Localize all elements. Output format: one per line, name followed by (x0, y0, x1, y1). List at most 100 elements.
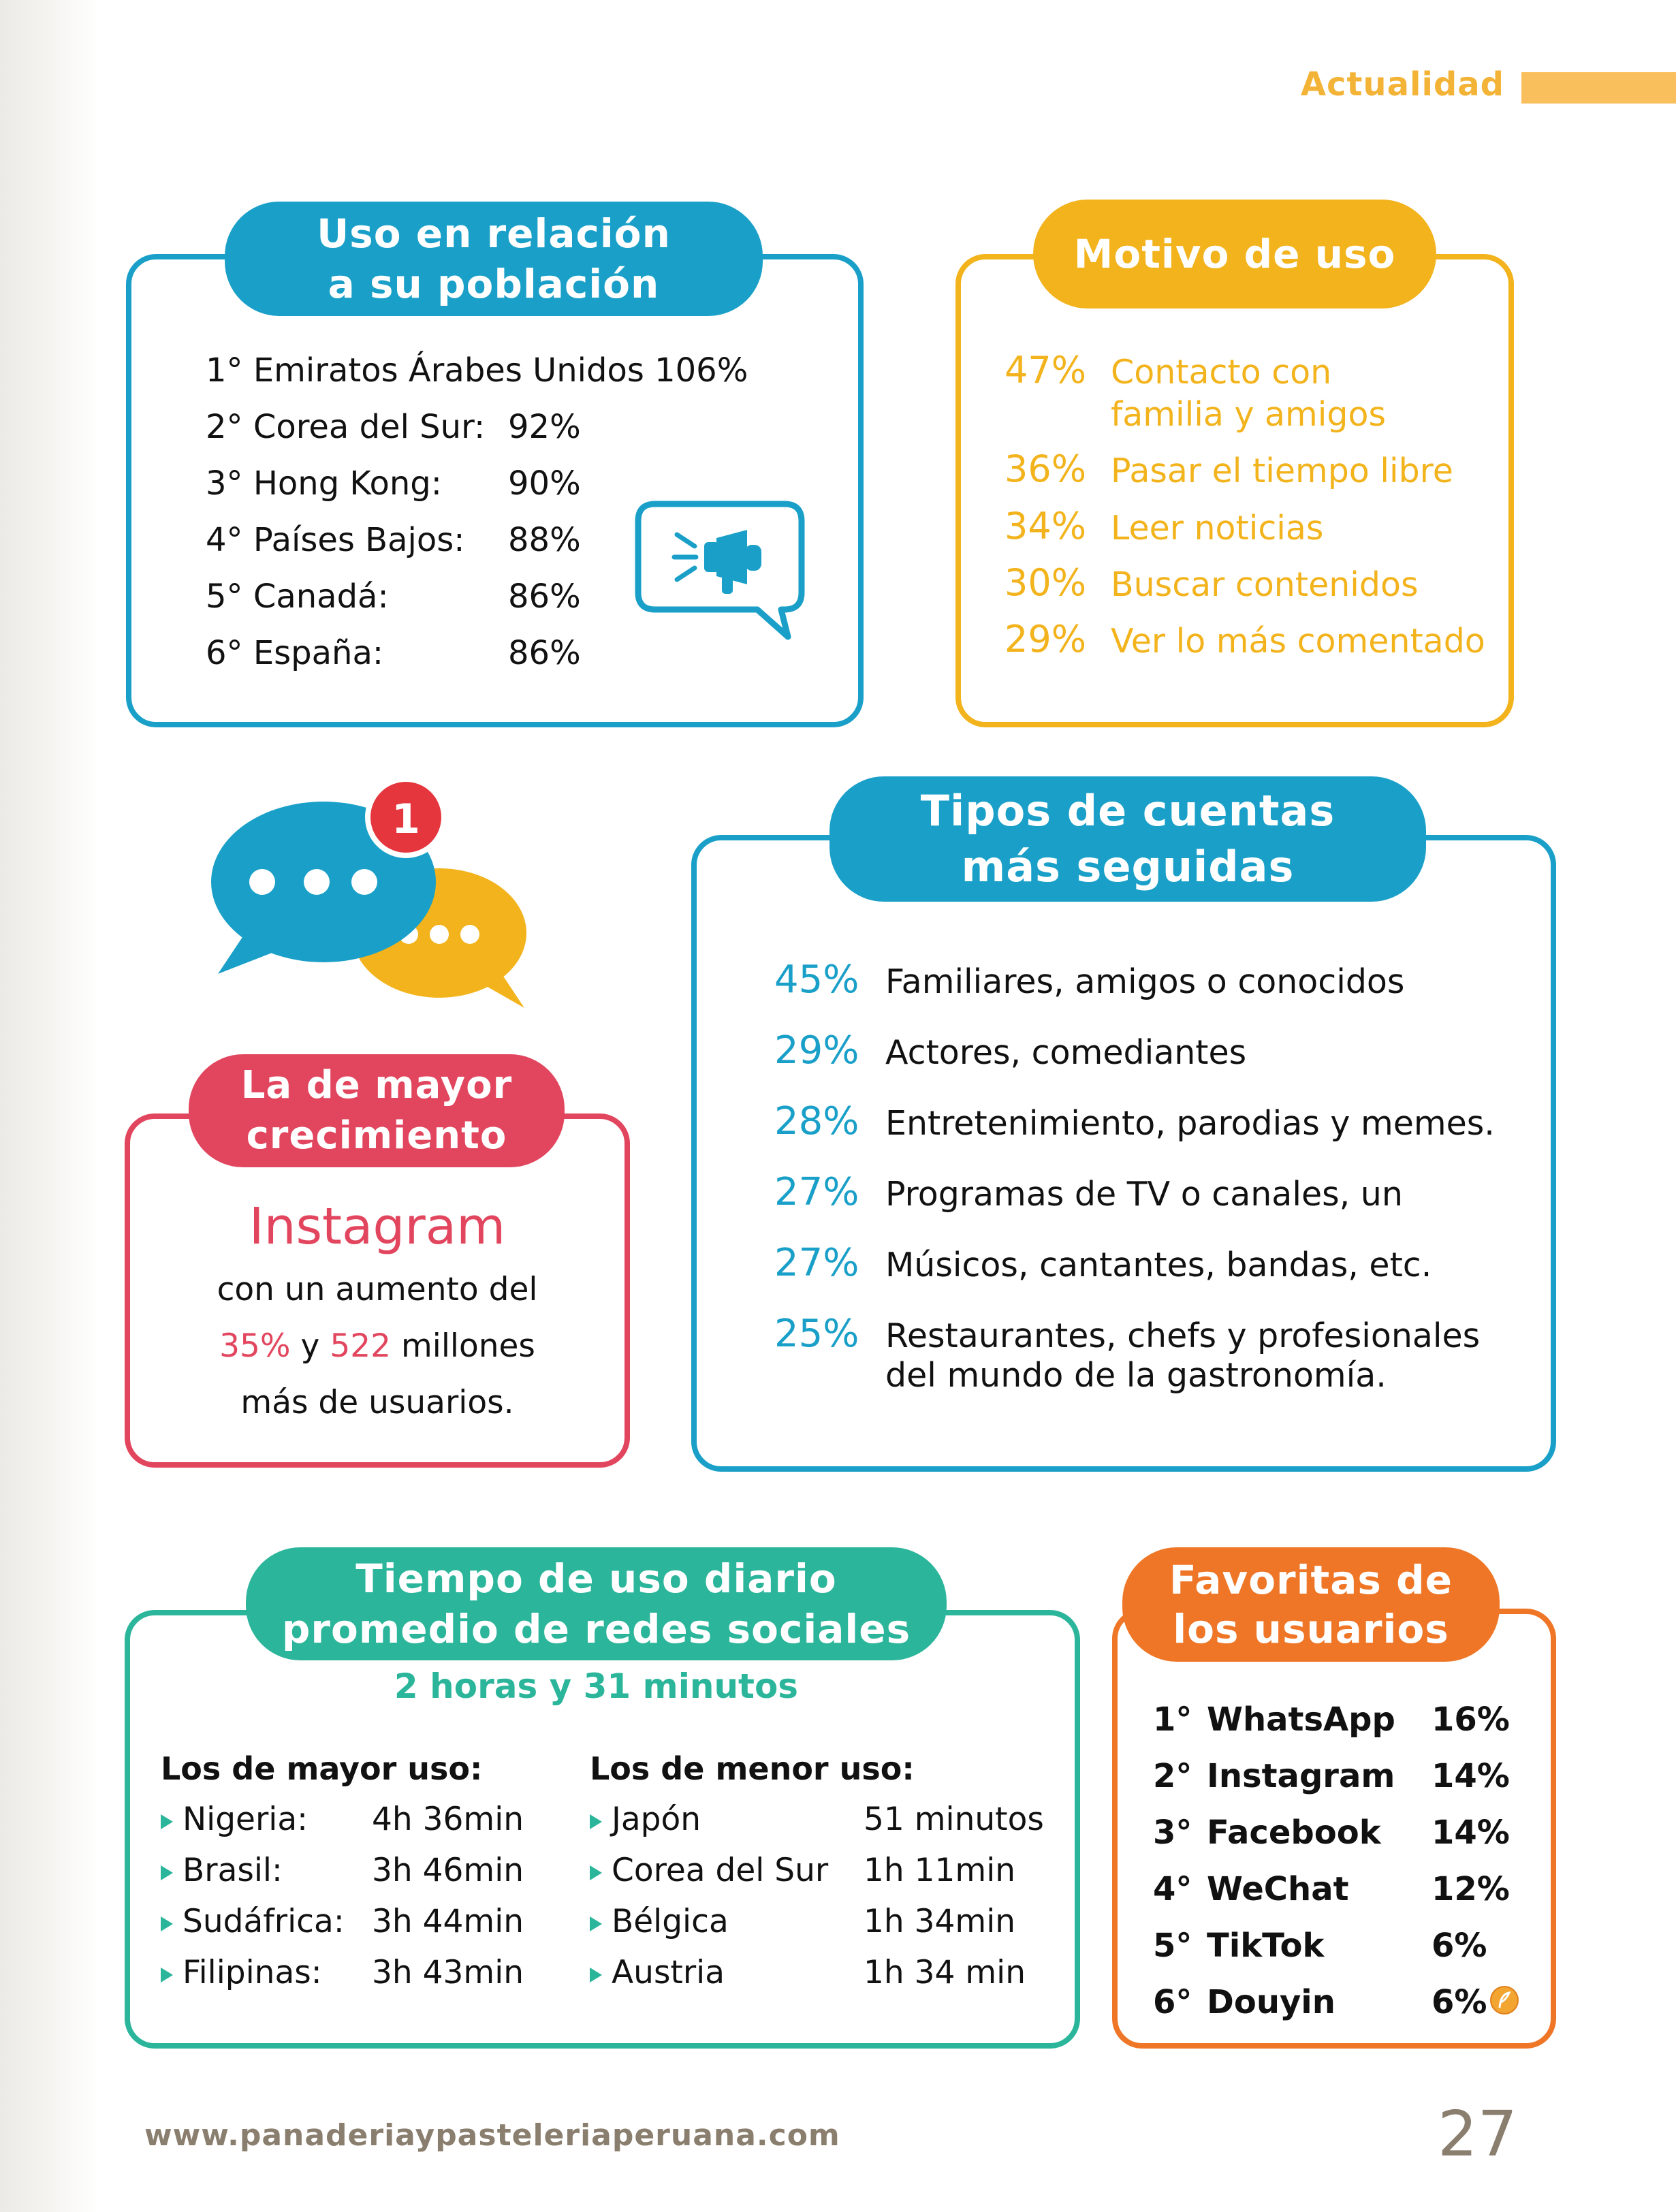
motive-label-5: Ver lo más comentado (1111, 622, 1485, 661)
least-use-row-4: Austria (590, 1954, 725, 1991)
daily-time-title-line1: Tiempo de uso diario (355, 1555, 837, 1602)
country: Hong Kong: (253, 464, 442, 503)
rank: 6° (206, 634, 243, 672)
bullet-triangle-icon (161, 1814, 173, 1829)
favorites-title-line1: Favoritas de (1169, 1557, 1453, 1603)
section-label: Actualidad (1300, 65, 1504, 104)
country: Nigeria: (183, 1801, 308, 1838)
favorite-rank-5: 5° (1153, 1927, 1192, 1965)
growth-pct: 35% (219, 1327, 291, 1365)
most-use-row-2: Brasil: (161, 1852, 283, 1889)
accounts-pct-6: 25% (774, 1312, 859, 1356)
most-use-time-4: 3h 43min (372, 1954, 524, 1991)
most-use-heading: Los de mayor uso: (161, 1750, 483, 1787)
accounts-label-6b: del mundo de la gastronomía. (885, 1356, 1387, 1395)
rank: 5° (206, 578, 243, 616)
growth-conj: y (300, 1327, 320, 1365)
favorite-pct-5: 6% (1432, 1927, 1487, 1965)
megaphone-bubble-icon (635, 501, 805, 640)
page-spine-shadow (0, 0, 99, 2212)
accounts-label-1: Familiares, amigos o conocidos (885, 962, 1405, 1001)
population-rank-1: 1° Emiratos Árabes Unidos 106% (206, 351, 748, 390)
growth-line-3: más de usuarios. (240, 1384, 514, 1421)
motive-title-text: Motivo de uso (1073, 231, 1396, 277)
country: España: (253, 634, 384, 672)
most-use-time-3: 3h 44min (372, 1903, 524, 1940)
daily-time-box (125, 1610, 1080, 2049)
growth-title-line1: La de mayor (240, 1063, 513, 1107)
motive-label-2: Pasar el tiempo libre (1111, 452, 1453, 490)
growth-millions: 522 (330, 1327, 392, 1365)
accounts-pct-3: 28% (774, 1099, 859, 1143)
country: Emiratos Árabes Unidos (253, 351, 644, 390)
population-title-line2: a su población (328, 261, 660, 307)
growth-title-line2: crecimiento (246, 1113, 507, 1158)
bullet-triangle-icon (161, 1916, 173, 1931)
motive-pct-1: 47% (1005, 349, 1087, 392)
population-value-3: 90% (508, 464, 581, 503)
favorite-rank-4: 4° (1153, 1870, 1192, 1908)
motive-pct-2: 36% (1005, 447, 1087, 490)
population-box (126, 254, 864, 727)
accounts-label-6a: Restaurantes, chefs y profesionales (885, 1316, 1481, 1355)
population-rank-3: 3° Hong Kong: (206, 464, 442, 503)
bullet-triangle-icon (590, 1967, 602, 1982)
motive-box (955, 254, 1514, 727)
population-rank-4: 4° Países Bajos: (206, 521, 464, 559)
bullet-triangle-icon (590, 1865, 602, 1880)
motive-label-4: Buscar contenidos (1111, 565, 1419, 604)
favorite-name-3: Facebook (1207, 1814, 1381, 1852)
favorite-pct-3: 14% (1432, 1814, 1510, 1852)
favorite-name-5: TikTok (1207, 1927, 1325, 1965)
growth-box (125, 1113, 630, 1468)
publisher-emblem-icon (1490, 1986, 1519, 2014)
accounts-pct-4: 27% (774, 1170, 859, 1214)
footer-url[interactable]: www.panaderiaypasteleriaperuana.com (144, 2118, 840, 2153)
country: Países Bajos: (253, 521, 465, 559)
favorite-rank-2: 2° (1153, 1757, 1192, 1795)
chat-bubbles-icon (211, 776, 526, 1008)
bullet-triangle-icon (161, 1865, 173, 1880)
favorite-name-1: WhatsApp (1207, 1701, 1395, 1739)
favorite-name-6: Douyin (1207, 1983, 1335, 2021)
favorite-pct-6: 6% (1432, 1983, 1487, 2021)
accounts-title: Tipos de cuentas más seguidas (829, 776, 1426, 902)
accounts-label-3: Entretenimiento, parodias y memes. (885, 1104, 1495, 1143)
motive-label-1b: familia y amigos (1111, 395, 1387, 434)
country: Corea del Sur: (253, 408, 486, 446)
country: Canadá: (253, 578, 389, 616)
country: Austria (612, 1954, 725, 1991)
bullet-triangle-icon (590, 1916, 602, 1931)
accounts-pct-1: 45% (774, 958, 859, 1002)
most-use-time-1: 4h 36min (372, 1801, 524, 1838)
most-use-time-2: 3h 46min (372, 1852, 524, 1889)
motive-title: Motivo de uso (1033, 200, 1436, 309)
favorite-pct-4: 12% (1432, 1870, 1510, 1908)
country: Bélgica (612, 1903, 729, 1940)
bullet-triangle-icon (161, 1967, 173, 1982)
favorites-box (1112, 1609, 1556, 2049)
favorites-title: Favoritas de los usuarios (1122, 1547, 1500, 1662)
least-use-heading: Los de menor uso: (590, 1750, 915, 1787)
growth-title: La de mayor crecimiento (189, 1054, 565, 1167)
favorite-rank-6: 6° (1153, 1983, 1192, 2021)
country: Japón (612, 1801, 701, 1838)
page-number: 27 (1438, 2098, 1518, 2170)
daily-time-average: 2 horas y 31 minutos (394, 1666, 799, 1706)
favorites-title-line2: los usuarios (1173, 1606, 1449, 1652)
growth-line-1: con un aumento del (217, 1271, 538, 1308)
favorite-name-2: Instagram (1207, 1757, 1395, 1795)
motive-pct-4: 30% (1005, 561, 1087, 604)
growth-platform: Instagram (249, 1197, 506, 1256)
least-use-time-1: 51 minutos (864, 1801, 1044, 1838)
bullet-triangle-icon (590, 1814, 602, 1829)
population-rank-2: 2° Corea del Sur: (206, 408, 485, 446)
growth-millions-label: millones (400, 1327, 535, 1365)
accounts-box (691, 835, 1556, 1472)
value: 106% (654, 351, 748, 390)
rank: 2° (206, 408, 243, 446)
daily-time-title-line2: promedio de redes sociales (281, 1606, 911, 1652)
favorite-rank-1: 1° (1153, 1701, 1192, 1739)
motive-pct-5: 29% (1005, 618, 1087, 661)
least-use-row-2: Corea del Sur (590, 1852, 828, 1889)
